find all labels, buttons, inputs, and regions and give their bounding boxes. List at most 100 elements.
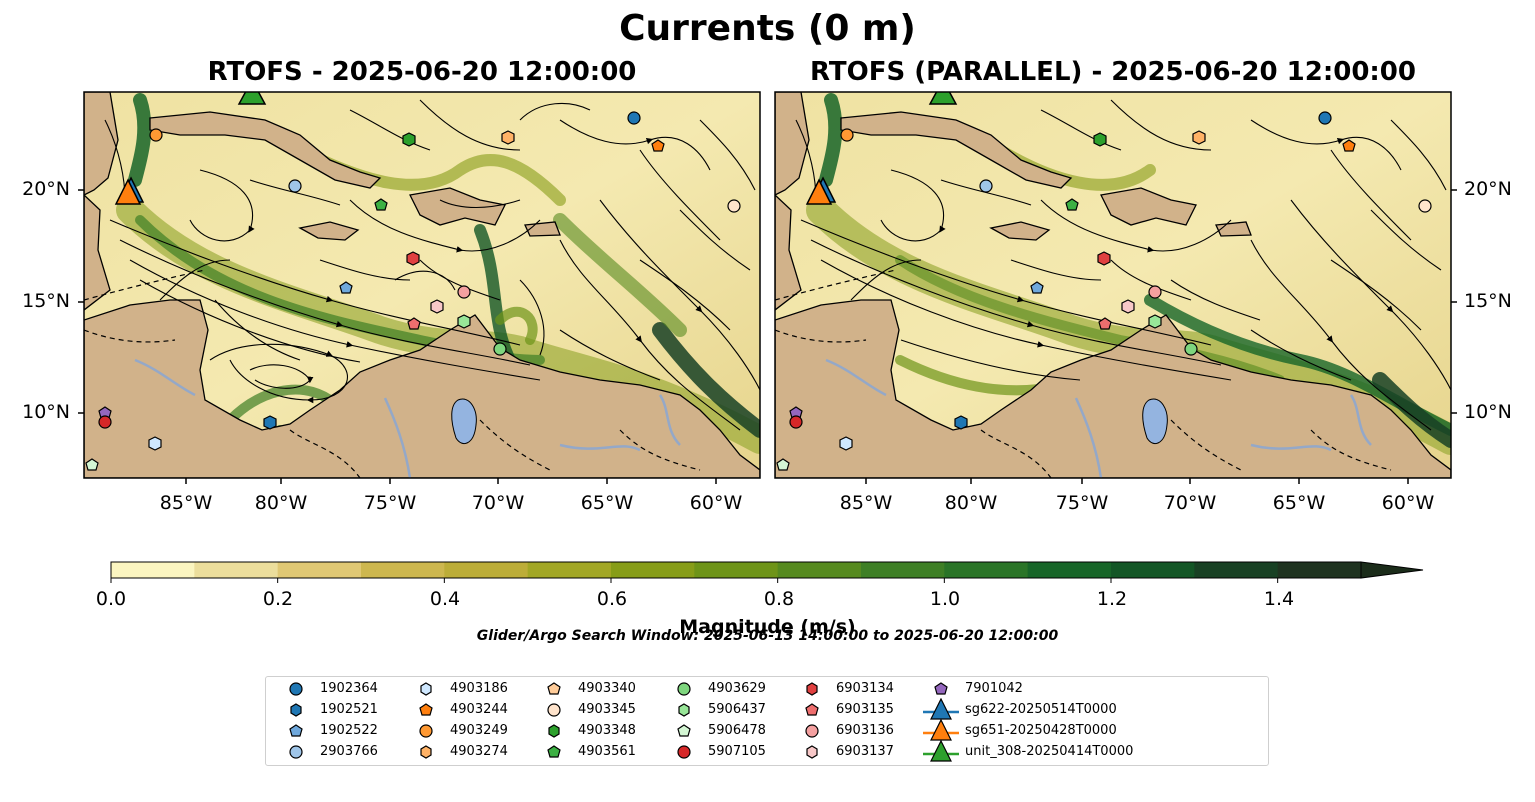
x-tick-label: 70°W [1163,492,1217,514]
legend-label: 4903561 [578,744,636,759]
x-tick-label: 80°W [944,492,998,514]
pentagon-marker-icon [547,745,561,758]
right-map-frame [774,91,1452,479]
legend-label: 5906437 [708,702,766,717]
legend-label: 1902522 [320,723,378,738]
circle-marker-icon [805,724,819,738]
y-tick-label-left: 10°N [22,401,70,423]
colorbar-segment [1277,562,1362,578]
hexagon-marker-icon [420,745,432,759]
legend-label: sg622-20250514T0000 [965,702,1117,717]
colorbar-tick: 0.8 [763,588,795,610]
colorbar-segment [111,562,195,578]
y-tick-label-right: 20°N [1464,178,1512,200]
colorbar-segment [1111,562,1195,578]
circle-marker-icon [289,682,303,696]
legend-label: 4903629 [708,681,766,696]
circle-marker-icon [547,703,561,717]
legend-label: 6903134 [836,681,894,696]
colorbar-tick: 0.6 [596,588,628,610]
land-masses-right [775,92,1451,478]
x-tick-label: 85°W [839,492,893,514]
colorbar-segment [1194,562,1279,578]
rivers [134,358,681,478]
circle-marker-icon [677,682,691,696]
float-markers-right [776,111,1432,471]
colorbar-segment [944,562,1029,578]
colorbar-segment [1027,562,1112,578]
lake-maracaibo-right [1142,398,1168,445]
colorbar-segment [861,562,945,578]
pentagon-marker-icon [934,682,948,695]
y-tick-label-right: 10°N [1464,401,1512,423]
x-tick-label: 85°W [159,492,213,514]
x-tick-label: 65°W [580,492,634,514]
legend-label: 6903137 [836,744,894,759]
legend-label: 4903249 [450,723,508,738]
lake-maracaibo [451,398,477,445]
pentagon-marker-icon [419,703,433,716]
left-map-panel [84,92,760,478]
x-tick-label: 60°W [689,492,743,514]
legend-label: 4903186 [450,681,508,696]
colorbar-segment [694,562,779,578]
hexagon-marker-icon [420,682,432,696]
pentagon-marker-icon [289,724,303,737]
figure-title: Currents (0 m) [619,8,916,49]
legend: 1902364 1902521 1902522 2903766 4903186 49032… [265,676,1269,766]
colorbar-segment [611,562,695,578]
colorbar-tick: 0.4 [429,588,461,610]
colorbar-segment [527,562,612,578]
legend-label: sg651-20250428T0000 [965,723,1117,738]
colorbar-tick: 1.0 [929,588,961,610]
y-tick-label-right: 15°N [1464,290,1512,312]
legend-label: 6903135 [836,702,894,717]
colorbar-tick: 0.2 [262,588,294,610]
left-panel-title: RTOFS - 2025-06-20 12:00:00 [207,57,637,87]
triangle-marker-icon [923,740,959,762]
legend-label: unit_308-20250414T0000 [965,744,1134,759]
colorbar-tick: 0.0 [95,588,127,610]
x-tick-label: 65°W [1272,492,1326,514]
legend-label: 5906478 [708,723,766,738]
glider-markers [114,92,267,205]
pentagon-marker-icon [805,703,819,716]
legend-label: 6903136 [836,723,894,738]
legend-label: 2903766 [320,744,378,759]
colorbar-extend-arrow [1360,561,1424,579]
colorbar-label: Magnitude (m/s) [679,616,856,638]
x-tick-label: 70°W [471,492,525,514]
hexagon-marker-icon [290,703,302,717]
legend-label: 4903274 [450,744,508,759]
colorbar-segment [194,562,279,578]
rivers-right [825,358,1372,478]
axis-ticks [78,189,1457,484]
x-tick-label: 75°W [1055,492,1109,514]
colorbar-segment [361,562,445,578]
x-tick-label: 60°W [1381,492,1435,514]
colorbar-segment [444,562,529,578]
float-markers [85,111,741,471]
left-map-frame [83,91,761,479]
y-tick-label-left: 15°N [22,290,70,312]
legend-label: 4903345 [578,702,636,717]
legend-label: 7901042 [965,681,1023,696]
legend-label: 4903340 [578,681,636,696]
circle-marker-icon [289,745,303,759]
circle-marker-icon [419,724,433,738]
x-tick-label: 75°W [363,492,417,514]
legend-label: 4903244 [450,702,508,717]
y-tick-label-left: 20°N [22,178,70,200]
colorbar-tick: 1.2 [1096,588,1128,610]
circle-marker-icon [677,745,691,759]
colorbar-segment [277,562,362,578]
right-panel-title: RTOFS (PARALLEL) - 2025-06-20 12:00:00 [810,57,1416,87]
colorbar [110,561,1424,583]
search-window-text: Glider/Argo Search Window: 2025-06-13 14… [476,628,1059,644]
pentagon-marker-icon [677,724,691,737]
x-tick-label: 80°W [254,492,308,514]
colorbar-tick: 1.4 [1263,588,1295,610]
right-map-panel [775,92,1451,478]
hexagon-marker-icon [806,745,818,759]
